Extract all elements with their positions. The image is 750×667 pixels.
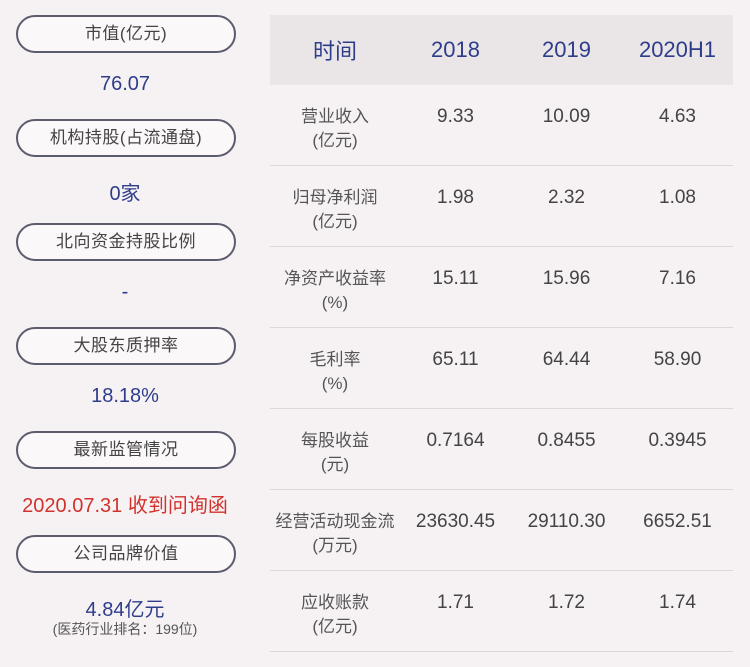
cell-2018: 65.11 (432, 349, 479, 370)
row-label: 应收账款 (亿元) (270, 571, 400, 639)
row-label-name: 净资产收益率 (284, 269, 386, 288)
table-row: 每股收益 (元) 0.7164 0.8455 0.3945 (270, 409, 733, 490)
cell-2020h1: 1.74 (659, 592, 696, 613)
cell-2020h1: 58.90 (653, 349, 702, 370)
cell-2019: 10.09 (542, 106, 591, 127)
cell-2019: 1.72 (548, 592, 585, 613)
row-label: 归母净利润 (亿元) (270, 166, 400, 234)
row-label-name: 应收账款 (301, 593, 369, 612)
row-label-unit: (亿元) (312, 617, 358, 636)
row-label-unit: (亿元) (312, 212, 358, 231)
market-cap-label: 市值(亿元) (16, 15, 236, 53)
cell-2020h1: 4.63 (659, 106, 696, 127)
brand-value-value: 4.84亿元 (85, 599, 165, 621)
institutional-holding-label: 机构持股(占流通盘) (16, 119, 236, 157)
row-label: 毛利率 (%) (270, 328, 400, 396)
regulatory-status-label: 最新监管情况 (16, 431, 236, 469)
table-row: 应收账款 (亿元) 1.71 1.72 1.74 (270, 571, 733, 652)
institutional-holding-value: 0家 (109, 183, 141, 205)
header-2020h1: 2020H1 (638, 37, 717, 62)
regulatory-status-value: 2020.07.31 收到问询函 (22, 495, 228, 517)
cell-2020h1: 7.16 (659, 268, 696, 289)
cell-2019: 0.8455 (537, 430, 596, 451)
cell-2018: 1.71 (437, 592, 474, 613)
table-row: 毛利率 (%) 65.11 64.44 58.90 (270, 328, 733, 409)
cell-2018: 15.11 (432, 268, 479, 289)
summary-panel: 市值(亿元) 76.07 机构持股(占流通盘) 0家 北向资金持股比例 - 大股… (0, 0, 250, 667)
cell-2019: 15.96 (542, 268, 591, 289)
header-2019: 2019 (542, 37, 591, 62)
cell-2019: 2.32 (548, 187, 585, 208)
row-label-unit: (%) (321, 293, 349, 312)
cell-2018: 0.7164 (426, 430, 485, 451)
header-2018: 2018 (431, 37, 480, 62)
header-period: 时间 (312, 39, 357, 64)
cell-2018: 9.33 (437, 106, 474, 127)
row-label-unit: (万元) (312, 536, 358, 555)
brand-rank-note: (医药行业排名：199位) (52, 621, 198, 637)
row-label: 每股收益 (元) (270, 409, 400, 477)
row-label-unit: (亿元) (312, 131, 358, 150)
cell-2020h1: 6652.51 (643, 511, 712, 532)
northbound-ratio-label: 北向资金持股比例 (16, 223, 236, 261)
table-row: 净资产收益率 (%) 15.11 15.96 7.16 (270, 247, 733, 328)
pledge-rate-value: 18.18% (91, 385, 159, 407)
row-label-name: 经营活动现金流 (275, 512, 395, 531)
row-label: 净资产收益率 (%) (270, 247, 400, 315)
cell-2018: 23630.45 (415, 511, 496, 532)
market-cap-value: 76.07 (99, 73, 151, 95)
table-row: 归母净利润 (亿元) 1.98 2.32 1.08 (270, 166, 733, 247)
financial-table: 时间 2018 2019 2020H1 营业收入 (亿元) 9.33 10.09… (270, 15, 733, 652)
cell-2020h1: 0.3945 (648, 430, 707, 451)
cell-2020h1: 1.08 (659, 187, 696, 208)
row-label-name: 毛利率 (309, 350, 361, 369)
row-label-unit: (元) (320, 455, 350, 474)
brand-value-label: 公司品牌价值 (16, 535, 236, 573)
table-header: 时间 2018 2019 2020H1 (270, 15, 733, 85)
row-label: 营业收入 (亿元) (270, 85, 400, 153)
cell-2019: 29110.30 (527, 511, 606, 532)
row-label-name: 营业收入 (301, 107, 369, 126)
row-label: 经营活动现金流 (万元) (270, 490, 400, 558)
row-label-unit: (%) (321, 374, 349, 393)
cell-2019: 64.44 (542, 349, 591, 370)
cell-2018: 1.98 (437, 187, 474, 208)
northbound-ratio-value: - (121, 281, 129, 303)
table-row: 营业收入 (亿元) 9.33 10.09 4.63 (270, 85, 733, 166)
row-label-name: 归母净利润 (292, 188, 378, 207)
row-label-name: 每股收益 (301, 431, 369, 450)
table-row: 经营活动现金流 (万元) 23630.45 29110.30 6652.51 (270, 490, 733, 571)
pledge-rate-label: 大股东质押率 (16, 327, 236, 365)
